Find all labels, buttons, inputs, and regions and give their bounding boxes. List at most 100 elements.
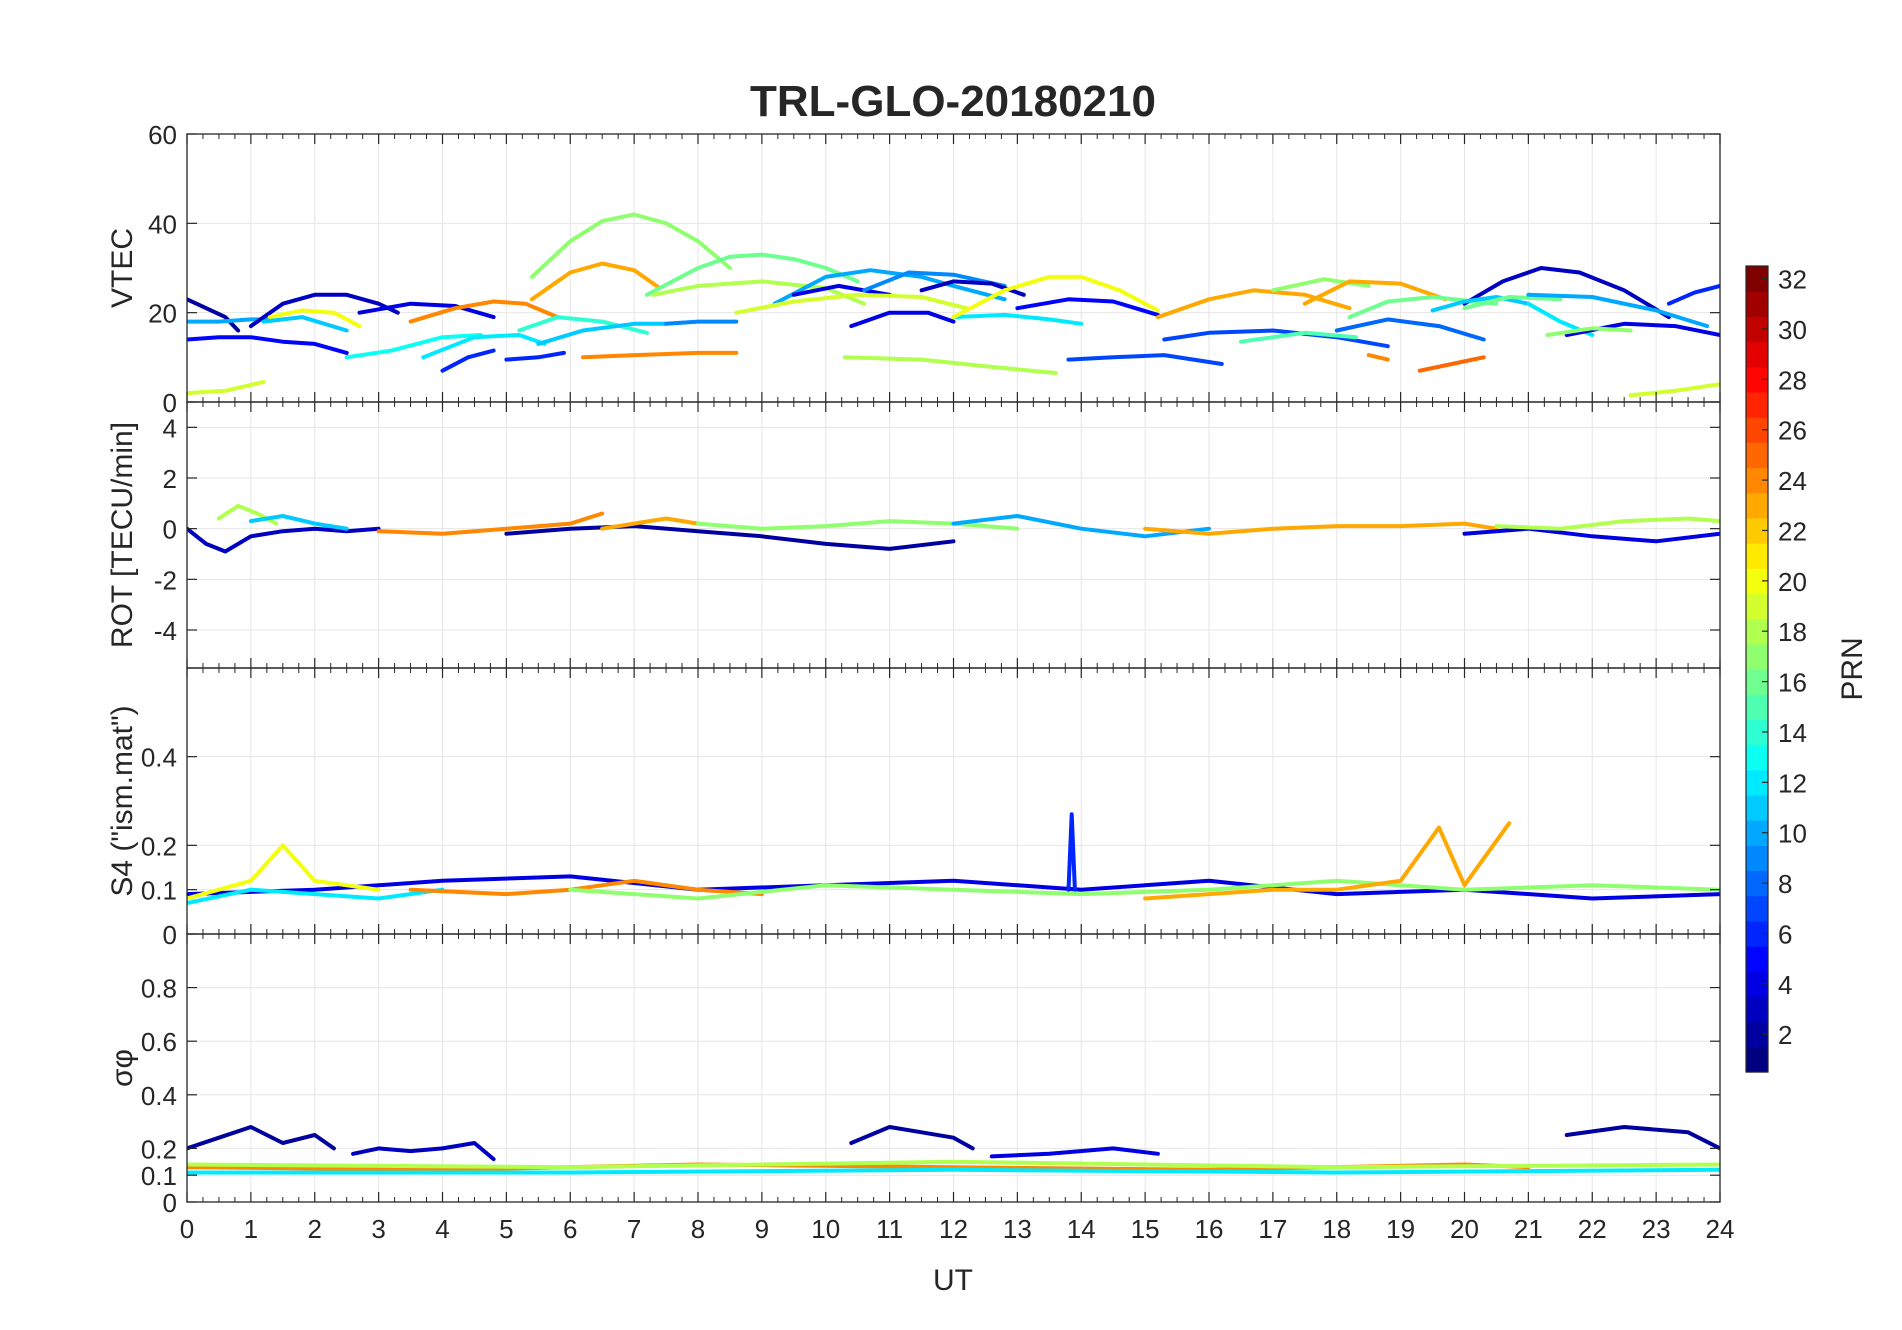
vtec-series-39 bbox=[1366, 353, 1390, 362]
colorbar-swatch-16 bbox=[1746, 669, 1768, 695]
vtec-series-24 bbox=[849, 310, 956, 329]
sigma-phi-ytick-label: 0.4 bbox=[141, 1081, 177, 1111]
s4-series-5 bbox=[1143, 821, 1512, 901]
vtec-series-11 bbox=[421, 333, 547, 360]
colorbar-swatch-4 bbox=[1746, 971, 1768, 998]
rot-ytick-label: 2 bbox=[163, 464, 177, 494]
colorbar-swatch-12 bbox=[1746, 769, 1768, 796]
panel-s4: 0 0.1 0.2 0.4S4 ("ism.mat") bbox=[106, 667, 1721, 950]
colorbar-swatch-20 bbox=[1746, 568, 1768, 595]
rot-ytick-label: 0 bbox=[163, 515, 177, 545]
rot-series-9 bbox=[1462, 526, 1720, 544]
rot-series-2 bbox=[248, 514, 349, 531]
vtec-series-37 bbox=[1334, 317, 1486, 342]
xtick-label-13: 13 bbox=[1003, 1214, 1032, 1244]
s4-ytick-label: 0.2 bbox=[141, 831, 177, 861]
rot-series-10 bbox=[1494, 516, 1720, 531]
colorbar-tick-label: 16 bbox=[1778, 668, 1807, 698]
vtec-series-35 bbox=[1270, 277, 1371, 293]
xtick-label-1: 1 bbox=[244, 1214, 258, 1244]
panel-sigma-phi: 00.10.2 0.4 0.6 0.8 σφ bbox=[106, 933, 1721, 1218]
xtick-label-24: 24 bbox=[1706, 1214, 1735, 1244]
xtick-label-23: 23 bbox=[1642, 1214, 1671, 1244]
sigma-phi-y-label: σφ bbox=[106, 1049, 139, 1087]
colorbar-tick-label: 24 bbox=[1778, 466, 1807, 496]
vtec-series-13 bbox=[504, 350, 566, 362]
rot-y-label: ROT [TECU/min] bbox=[106, 422, 139, 648]
sigma-phi-ytick-label: 0.2 bbox=[141, 1134, 177, 1164]
vtec-series-8 bbox=[357, 301, 496, 320]
colorbar-tick-label: 22 bbox=[1778, 516, 1807, 546]
vtec-series-17 bbox=[536, 321, 669, 346]
colorbar-tick-label: 4 bbox=[1778, 970, 1792, 1000]
rot-series-8 bbox=[1143, 521, 1499, 536]
colorbar-swatch-14 bbox=[1746, 719, 1768, 746]
rot-series-5 bbox=[600, 516, 700, 531]
s4-ytick-label: 0.4 bbox=[141, 743, 177, 773]
xtick-label-16: 16 bbox=[1195, 1214, 1224, 1244]
rot-series-6 bbox=[696, 519, 1020, 531]
vtec-series-42 bbox=[1430, 295, 1531, 313]
rot-ytick-label: 4 bbox=[163, 413, 177, 443]
colorbar-tick-label: 28 bbox=[1778, 365, 1807, 395]
colorbar-tick-label: 26 bbox=[1778, 416, 1807, 446]
vtec-series-28 bbox=[951, 274, 1160, 320]
vtec-series-27 bbox=[951, 312, 1084, 326]
xtick-label-0: 0 bbox=[180, 1214, 194, 1244]
vtec-series-20 bbox=[651, 279, 867, 306]
colorbar-swatch-29 bbox=[1746, 341, 1768, 368]
s4-series bbox=[187, 812, 1720, 905]
colorbar-tick-label: 20 bbox=[1778, 567, 1807, 597]
colorbar-swatch-15 bbox=[1746, 694, 1768, 720]
vtec-series bbox=[187, 212, 1720, 398]
vtec-series-23 bbox=[734, 292, 969, 315]
colorbar-swatch-8 bbox=[1746, 870, 1768, 897]
colorbar-swatch-27 bbox=[1746, 391, 1768, 418]
colorbar-swatch-24 bbox=[1746, 467, 1768, 494]
xtick-label-12: 12 bbox=[939, 1214, 968, 1244]
rot-series bbox=[187, 503, 1720, 554]
vtec-series-43 bbox=[1462, 295, 1563, 311]
sigma-phi-ytick-label: 0.6 bbox=[141, 1027, 177, 1057]
xtick-label-10: 10 bbox=[811, 1214, 840, 1244]
vtec-x-ticks bbox=[186, 134, 1721, 402]
xtick-label-11: 11 bbox=[876, 1214, 903, 1244]
panel-vtec: 0 20 40 60 VTEC bbox=[106, 120, 1721, 418]
vtec-series-47 bbox=[1545, 326, 1633, 337]
rot-y-ticks: -4 -2 0 2 4 bbox=[154, 413, 1720, 646]
colorbar-tick-label: 14 bbox=[1778, 718, 1807, 748]
x-tick-labels: 0 1 2 3 4 5 6 7 8 9 10 11 12 13 14 15 16 17 18 19 20 21 22 23 24 bbox=[180, 1214, 1735, 1244]
colorbar-swatch-1 bbox=[1746, 1046, 1768, 1073]
vtec-series-3 bbox=[248, 292, 400, 329]
colorbar-swatch-18 bbox=[1746, 618, 1768, 645]
vtec-series-12 bbox=[517, 315, 649, 335]
rot-series-4 bbox=[504, 524, 956, 551]
vtec-series-18 bbox=[664, 319, 739, 326]
colorbar-swatch-22 bbox=[1746, 517, 1768, 544]
xtick-label-5: 5 bbox=[499, 1214, 513, 1244]
vtec-series-15 bbox=[529, 261, 662, 302]
vtec-y-label: VTEC bbox=[106, 228, 139, 308]
s4-series-1 bbox=[187, 887, 445, 905]
colorbar-swatch-19 bbox=[1746, 593, 1768, 620]
colorbar-swatch-23 bbox=[1746, 492, 1768, 519]
vtec-series-48 bbox=[1666, 283, 1720, 306]
sigma-phi-series-3 bbox=[989, 1146, 1160, 1159]
colorbar-swatch-28 bbox=[1746, 366, 1768, 393]
xtick-label-2: 2 bbox=[308, 1214, 322, 1244]
vtec-series-4 bbox=[261, 315, 349, 333]
sigma-phi-series-4 bbox=[1564, 1125, 1720, 1151]
vtec-ytick-label: 60 bbox=[148, 120, 177, 150]
rot-ytick-label: -2 bbox=[154, 565, 177, 595]
xtick-label-22: 22 bbox=[1578, 1214, 1607, 1244]
colorbar-tick-label: 10 bbox=[1778, 819, 1807, 849]
sigma-phi-series-7 bbox=[187, 1167, 1720, 1175]
colorbar-tick-label: 12 bbox=[1778, 768, 1807, 798]
sigma-phi-series-1 bbox=[351, 1141, 496, 1162]
s4-series-3 bbox=[408, 878, 764, 897]
vtec-series-41 bbox=[1462, 266, 1671, 320]
sigma-phi-x-ticks bbox=[186, 934, 1721, 1202]
